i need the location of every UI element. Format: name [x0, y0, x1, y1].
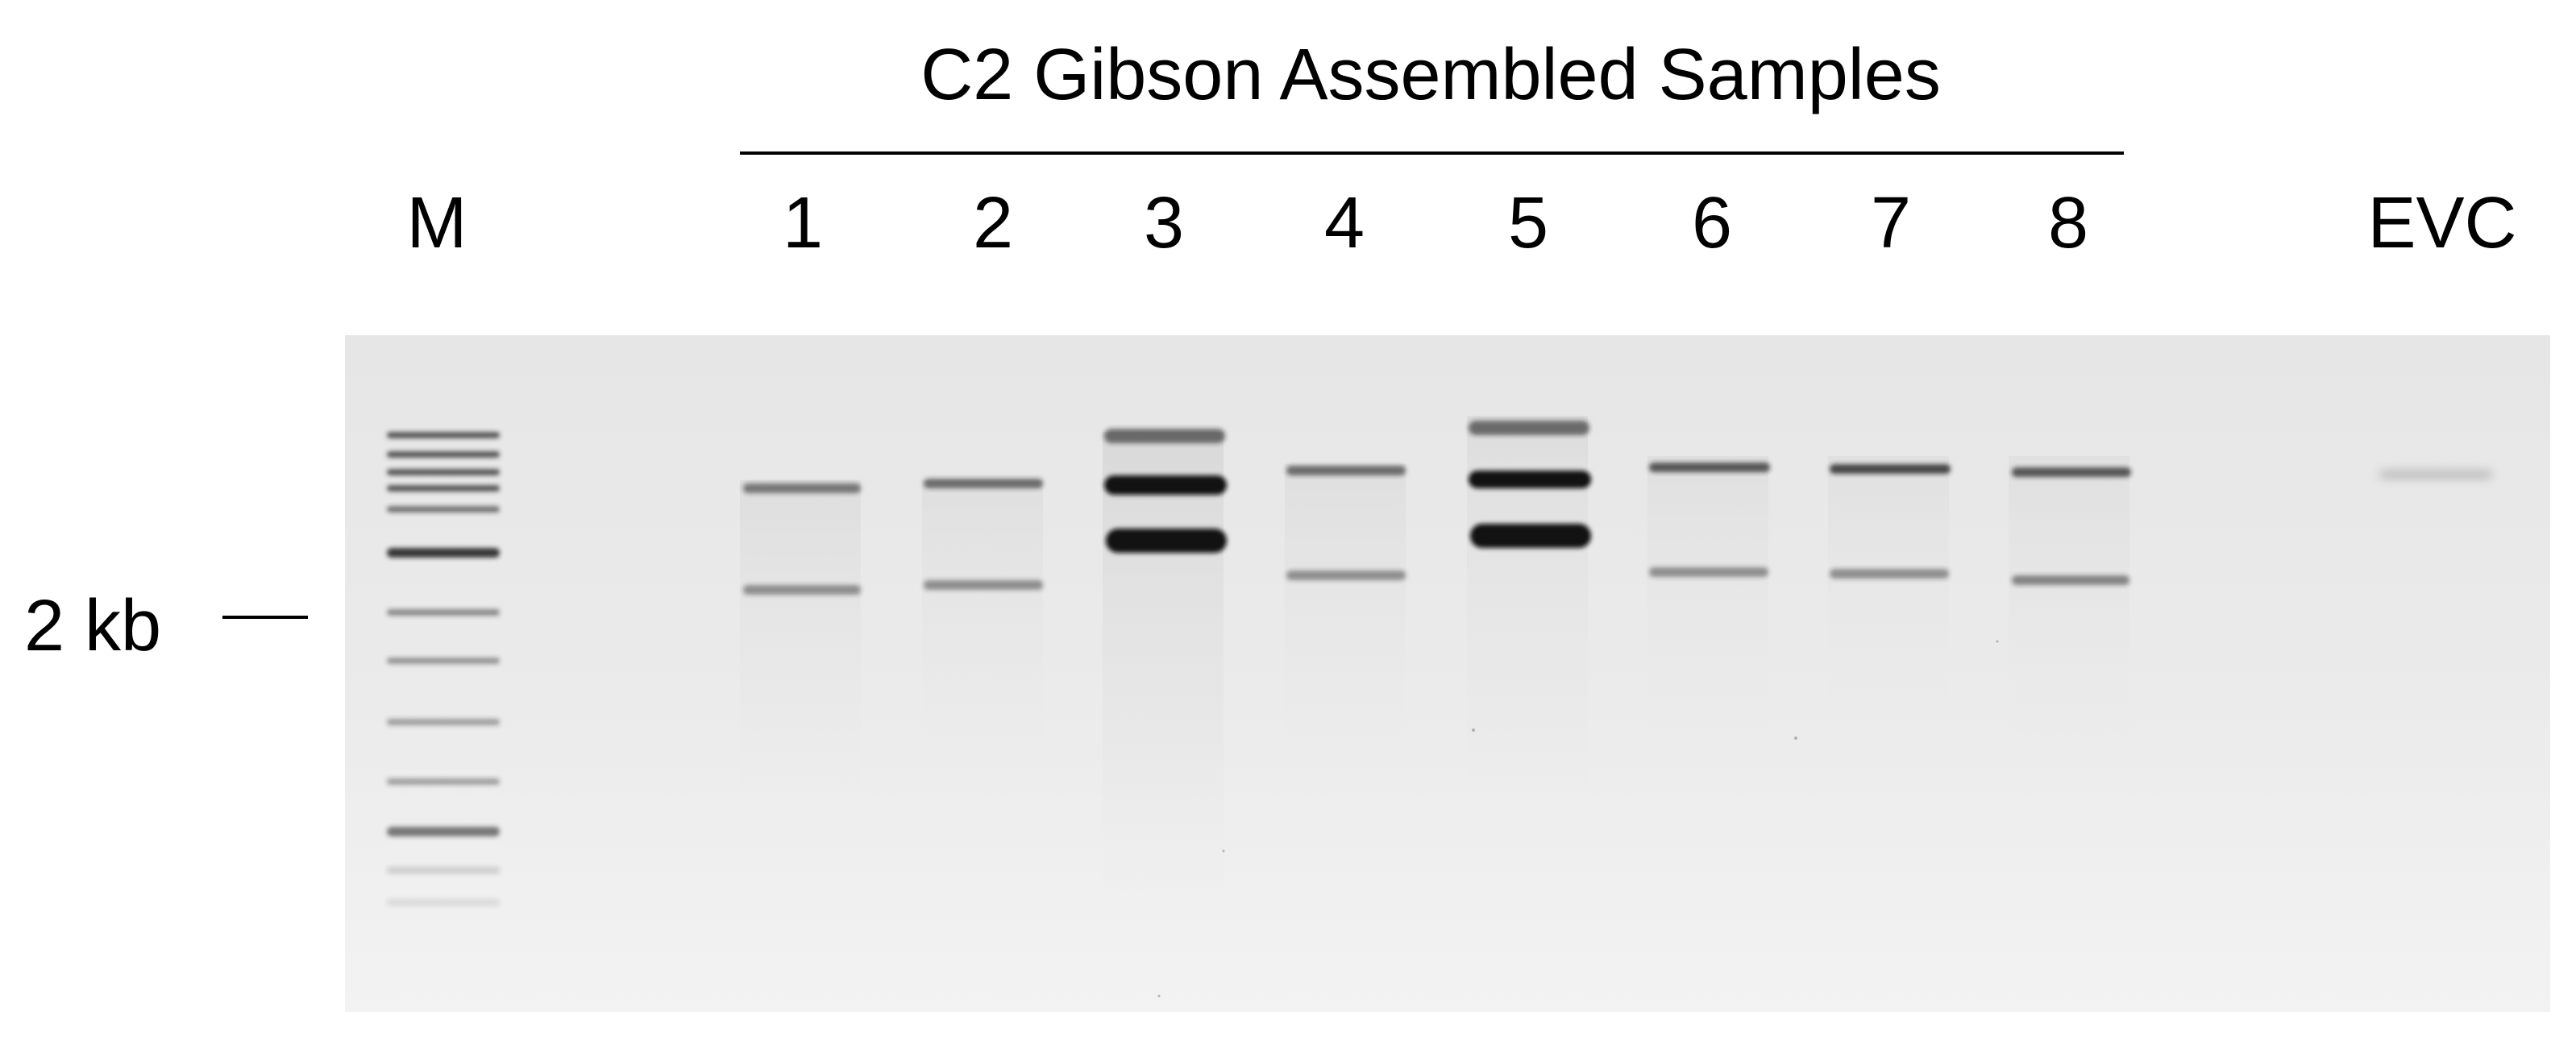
- lane-4-upper-band: [1286, 466, 1406, 475]
- lane-2-upper-band: [924, 479, 1043, 488]
- ladder-band: [387, 548, 500, 558]
- lane-1-upper-band: [743, 483, 861, 493]
- size-marker-tick: [222, 616, 308, 619]
- ladder-band: [387, 469, 500, 475]
- gel-svg: [345, 335, 2550, 1012]
- lane-smears: [740, 416, 2129, 932]
- ladder-band: [387, 485, 500, 492]
- gel-image: [345, 335, 2550, 1012]
- ladder-bands: [387, 432, 500, 906]
- evc-band: [2379, 471, 2492, 479]
- lane-4-lower-band: [1286, 571, 1406, 580]
- lane-label-6: 6: [1691, 183, 1733, 264]
- ladder-band: [387, 451, 500, 458]
- title-underline: [740, 151, 2124, 155]
- lane-label-2: 2: [972, 183, 1014, 264]
- ladder-band: [387, 827, 500, 836]
- lane-8-upper-band: [2012, 467, 2131, 477]
- lane-label-marker: M: [406, 183, 467, 264]
- size-marker-label: 2 kb: [24, 586, 162, 666]
- lane-5-upper-band: [1469, 471, 1591, 488]
- gel-background: [345, 335, 2550, 1012]
- lane-label-7: 7: [1870, 183, 1912, 264]
- lane-6-lower-band: [1649, 567, 1768, 577]
- lane-label-3: 3: [1143, 183, 1185, 264]
- lane-label-evc: EVC: [2367, 183, 2517, 264]
- ladder-band: [387, 778, 500, 785]
- lane-2-lower-band: [924, 580, 1043, 590]
- gel-specks: [1157, 640, 1999, 998]
- lane-6-upper-band: [1649, 463, 1770, 472]
- lane-3-lower-band: [1106, 529, 1227, 553]
- ladder-band: [387, 506, 500, 512]
- lane-3-top-band: [1104, 429, 1225, 443]
- lane-label-8: 8: [2047, 183, 2089, 264]
- ladder-band: [387, 719, 500, 725]
- lane-label-5: 5: [1507, 183, 1549, 264]
- lane-1-lower-band: [743, 585, 861, 595]
- lane-label-4: 4: [1323, 183, 1365, 264]
- lane-5-top-band: [1469, 421, 1589, 435]
- lane-3-upper-band: [1104, 475, 1227, 495]
- figure-title: C2 Gibson Assembled Samples: [920, 35, 1941, 115]
- ladder-band: [387, 432, 500, 438]
- ladder-band: [387, 609, 500, 616]
- ladder-band: [387, 899, 500, 906]
- lane-8-lower-band: [2012, 575, 2129, 585]
- lane-7-lower-band: [1830, 569, 1949, 579]
- sample-bands: [743, 421, 2131, 595]
- ladder-band: [387, 867, 500, 873]
- lane-label-1: 1: [782, 183, 824, 264]
- lane-5-lower-band: [1470, 524, 1591, 548]
- lane-7-upper-band: [1830, 464, 1951, 474]
- ladder-band: [387, 658, 500, 664]
